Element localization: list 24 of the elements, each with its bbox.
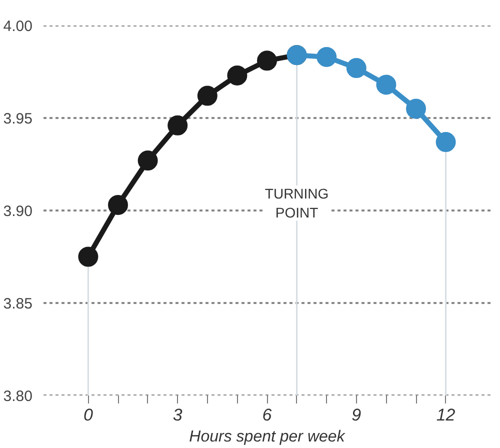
point [108, 194, 128, 215]
point [316, 46, 337, 67]
x-tick-label: 3 [172, 406, 183, 424]
point [406, 98, 426, 119]
ref-line-label: TURNING POINT [264, 186, 329, 221]
x-axis-title: Hours spent per week [189, 428, 346, 446]
y-tick-label: 4.00 [3, 18, 33, 35]
point [138, 150, 158, 171]
point [346, 58, 366, 78]
point [197, 86, 218, 106]
x-tick-label: 9 [352, 406, 362, 424]
point [257, 50, 277, 71]
point [168, 115, 188, 136]
point [78, 246, 98, 267]
x-tick-label: 12 [436, 406, 456, 424]
x-tick-label: 0 [83, 406, 94, 424]
point [436, 132, 456, 152]
x-tick-label: 6 [262, 406, 272, 424]
point [376, 74, 396, 95]
y-tick-label: 3.95 [3, 110, 33, 128]
y-tick-label: 3.80 [3, 388, 33, 405]
y-tick-label: 3.90 [3, 203, 33, 220]
y-tick-label: 3.85 [3, 296, 33, 312]
point [227, 65, 248, 86]
